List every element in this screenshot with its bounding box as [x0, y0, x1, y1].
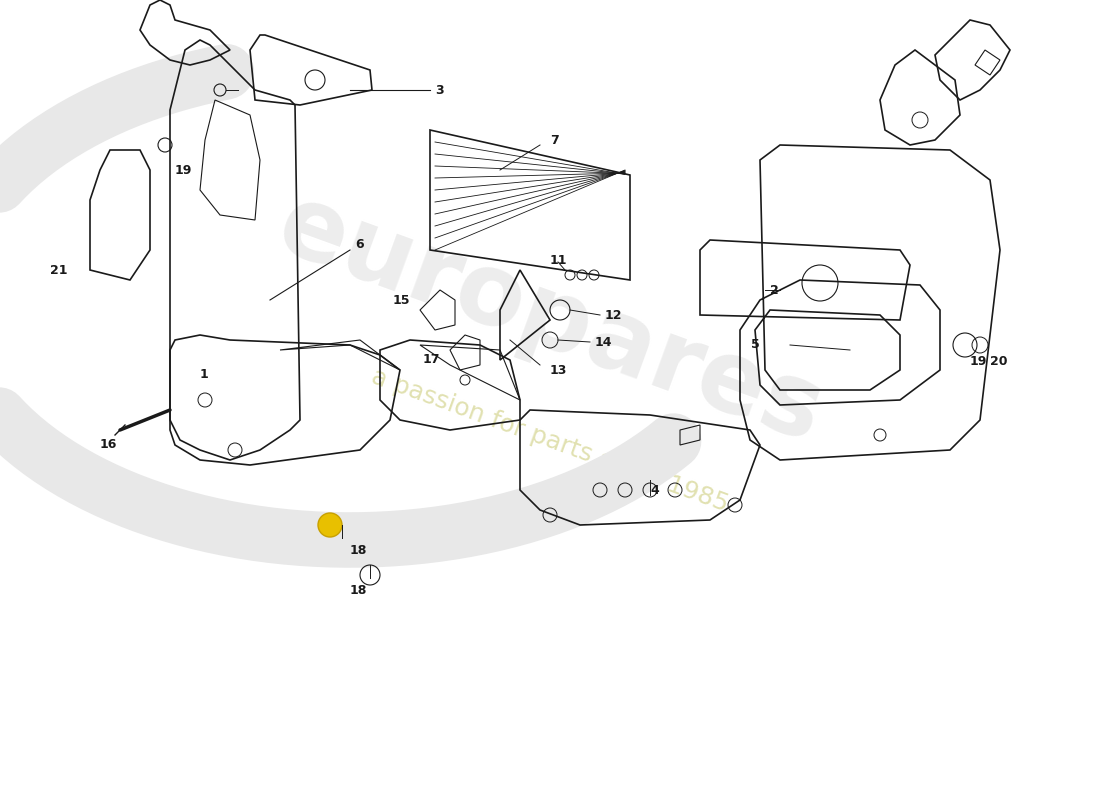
- Text: 3: 3: [434, 83, 443, 97]
- Text: 14: 14: [595, 335, 613, 349]
- Text: 5: 5: [751, 338, 760, 350]
- Text: 16: 16: [100, 438, 118, 451]
- Text: europares: europares: [264, 177, 836, 463]
- Text: a passion for parts since 1985: a passion for parts since 1985: [368, 364, 732, 516]
- Text: 12: 12: [605, 309, 623, 322]
- Circle shape: [318, 513, 342, 537]
- Text: 19: 19: [970, 355, 988, 368]
- Text: 4: 4: [650, 483, 659, 497]
- Text: 18: 18: [350, 543, 367, 557]
- Text: 11: 11: [550, 254, 568, 266]
- Text: 19: 19: [175, 163, 192, 177]
- Text: 20: 20: [990, 355, 1008, 368]
- Text: 7: 7: [550, 134, 559, 146]
- Text: 1: 1: [200, 369, 209, 382]
- Text: 18: 18: [350, 583, 367, 597]
- Text: 15: 15: [393, 294, 410, 306]
- Text: 2: 2: [770, 283, 779, 297]
- Text: 21: 21: [50, 263, 67, 277]
- Text: 17: 17: [422, 354, 440, 366]
- Text: 13: 13: [550, 363, 568, 377]
- Text: 6: 6: [355, 238, 364, 251]
